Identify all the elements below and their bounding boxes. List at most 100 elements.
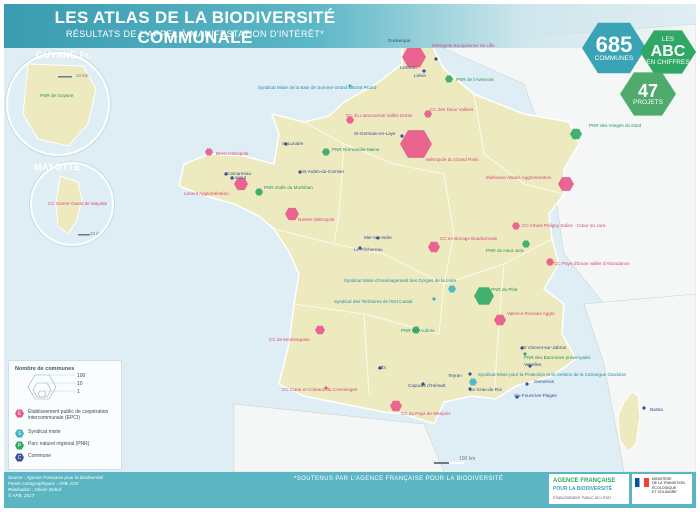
page-title: LES ATLAS DE LA BIODIVERSITÉ COMMUNALE [54,8,336,47]
marker-p23 [428,241,440,253]
marker-p06 [348,84,352,88]
marker-p25 [522,240,530,248]
mayotte-inset: CC Centre Ouest de Mayotte 10 km [30,162,114,246]
marker-p15 [224,172,228,176]
marker-p36 [378,366,382,370]
marker-p07 [346,116,354,124]
marker-p42 [515,395,519,399]
mayotte-place-label: CC Centre Ouest de Mayotte [48,201,108,206]
projects-label: PROJETS [633,98,663,106]
guyane-place-label: PNR de Guyane [40,93,74,98]
legend-scale-100: 100 [77,373,86,379]
marker-p21 [376,236,380,240]
ministry-line4: ET SOLIDAIRE [652,490,677,495]
marker-p29 [474,287,494,305]
marker-p34 [523,352,527,356]
legend-scale-10: 10 [77,381,83,387]
marker-p26 [546,258,554,266]
marker-p17 [234,177,248,191]
credit-copyright: © AFB, 2017 [8,492,35,498]
marker-p46 [230,176,234,180]
afb-logo-line2: POUR LA BIODIVERSITÉ [553,486,612,492]
place-label-p29: PNR du Pilat [491,287,518,292]
credit-source: Source : Agence Française pour la biodiv… [8,475,104,480]
place-label-p18: PNR Golfe du Morbihan [264,185,313,190]
place-label-p43: CC Cœur et Coteaux du Comminges [282,387,358,392]
place-label-p45: Bastia [650,407,663,412]
abc-sub-label: EN CHIFFRES [646,59,690,66]
mayotte-title: MAYOTTE [34,162,81,172]
marker-p10 [400,134,404,138]
place-label-p36: Albi [378,365,386,370]
place-label-p44: CC du Pays de Mirepoix [401,411,451,416]
guyane-title: GUYANE Fr. [36,50,93,60]
marker-p09 [570,128,582,140]
place-label-p17: Lorient Agglomération [184,191,229,196]
mayotte-map [55,175,90,236]
marker-p01 [402,46,426,68]
marker-p04 [422,69,426,73]
place-label-p34: PNR des Baronnies provençales [524,355,591,360]
place-label-p02: Dunkerque [388,38,411,43]
marker-p22 [358,246,362,250]
marker-p31 [412,326,420,334]
header-band [4,4,696,48]
marker-p27 [448,285,456,293]
legend-title: Nombre de communes [15,366,75,372]
legend-size-scale: 100 10 1 [27,373,86,400]
marker-p38 [469,378,477,386]
place-label-p10: St-Germain-en-Laye [354,131,396,136]
place-label-p39: Capoulis d'Hérault [408,383,446,388]
guyane-map [22,63,97,147]
legend-item-pnr: P Parc naturel régional (PNR) [15,441,119,450]
commune-symbol: C [15,453,24,462]
ministry-line3: ÉCOLOGIQUE [652,485,677,490]
legend-label-commune: Commune [28,453,52,459]
map-markers [205,42,646,412]
marker-p24 [512,222,520,230]
syndicat-symbol: S [15,429,24,438]
marker-p30 [494,314,506,326]
marker-p41 [525,382,529,386]
page-subtitle: RÉSULTATS DE L'APPEL À MANIFESTATION D'I… [65,29,325,39]
afb-logo: AGENCE FRANÇAISE POUR LA BIODIVERSITÉ ÉT… [549,474,629,504]
french-flag-icon [635,478,649,487]
neighbour-italy [583,293,696,472]
afb-logo-line1: AGENCE FRANÇAISE [553,478,616,484]
place-label-p22: Le Pêchereau [354,247,383,252]
marker-p39 [421,382,425,386]
legend-item-syndicat: S Syndicat mixte [15,429,119,438]
pnr-symbol: P [15,441,24,450]
place-label-p19: Mulhouse Alsace Agglomération [486,175,552,180]
communes-label: COMMUNES [594,54,634,62]
place-label-p40: Le Grau-du-Roi [470,387,502,392]
footnote: *SOUTENUS PAR L'AGENCE FRANÇAISE POUR LA… [294,476,504,482]
marker-p33 [520,346,524,350]
place-label-p32: CC de Montesquieu [269,337,310,342]
marker-p43 [324,386,328,390]
place-label-p46: Lorient [232,175,247,180]
place-label-p31: PNR de l'Aubrac [401,328,435,333]
legend-label-syndicat: Syndicat mixte [28,429,61,435]
place-label-p30: Valence Romans Agglo [507,311,555,316]
marker-p13 [322,148,330,156]
place-label-p28: Syndicat des Territoires de l'Est Cantal [334,299,413,304]
marker-p44 [390,400,402,412]
place-label-p11: Métropole du Grand Paris [426,157,479,162]
marker-p37 [468,372,472,376]
marker-p32 [315,325,325,335]
legend-scale-1: 1 [77,389,80,395]
place-label-p14: Brest métropole [216,151,249,156]
legend-label-pnr: Parc naturel régional (PNR) [28,441,90,447]
marker-p08 [424,110,432,118]
place-label-p04: Liévin [414,73,427,78]
marker-p11 [400,130,432,158]
place-label-p21: Mer-sur-Indre [364,235,392,240]
place-label-p42: Six-Fours-les-Plages [514,393,557,398]
marker-p28 [432,297,436,301]
guyane-inset: PNR de Guyane 10 km [6,52,110,156]
place-label-p37: Teyran [448,373,462,378]
scale-bar: 100 km [434,456,475,464]
place-label-p27: Syndicat Mixte d'Aménagement des Gorges … [344,278,457,283]
